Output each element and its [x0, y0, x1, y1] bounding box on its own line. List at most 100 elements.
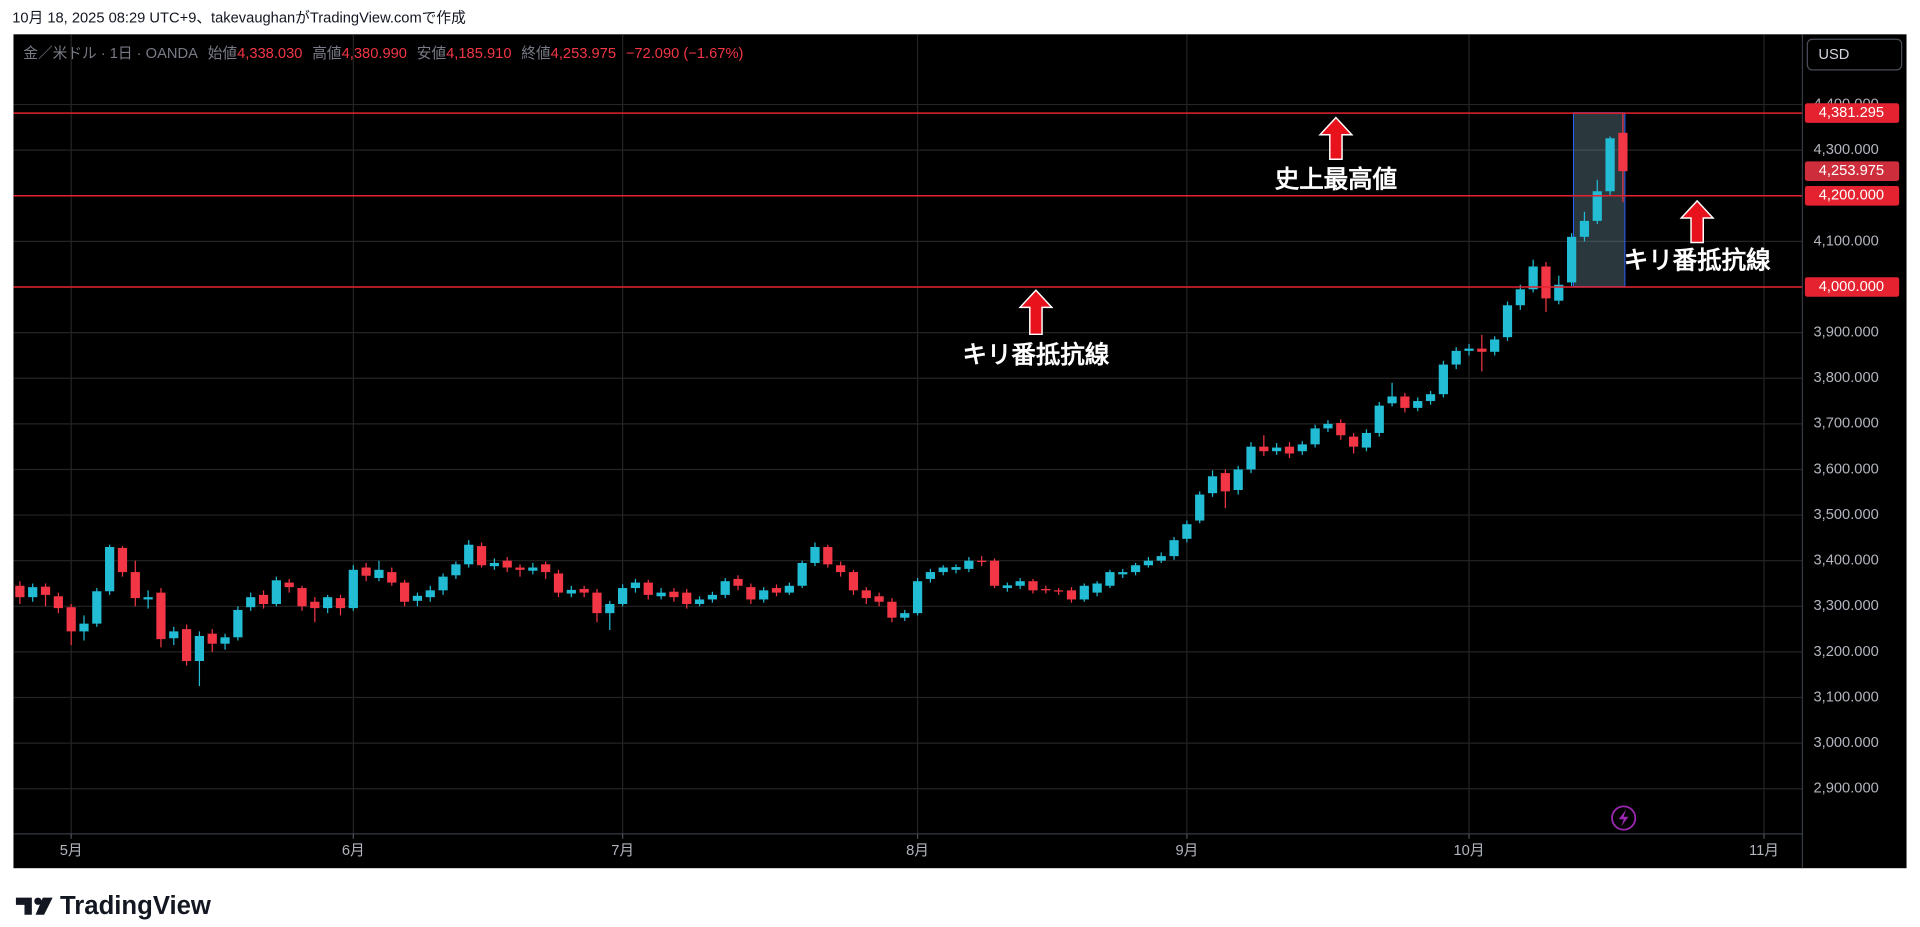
candle-body — [361, 567, 371, 576]
y-tick-label: 2,900.000 — [1813, 781, 1878, 797]
candle-body — [258, 594, 269, 605]
candle-body — [1413, 401, 1423, 408]
candle-body — [605, 604, 615, 614]
candle-body — [1015, 581, 1025, 586]
candle-body — [797, 562, 807, 586]
legend-label: 高値 — [312, 45, 342, 62]
overlay — [13, 112, 1803, 288]
candle-body — [15, 585, 25, 598]
candle-body — [938, 567, 948, 573]
candle-body — [502, 560, 512, 568]
icon-ring — [1611, 805, 1637, 831]
logo-mark — [15, 897, 32, 915]
candle-body — [823, 547, 833, 565]
last-price-box — [1804, 161, 1900, 181]
candle-body — [1451, 350, 1461, 365]
price-label: 4,000.000 — [1819, 279, 1884, 295]
candle-body — [912, 581, 923, 614]
y-tick-label: 3,700.000 — [1813, 416, 1878, 432]
candle-body — [1438, 364, 1448, 395]
candle-body — [220, 637, 230, 644]
candle-body — [1182, 524, 1192, 539]
candle-body — [1143, 560, 1154, 566]
candle-body — [515, 567, 525, 570]
candle-body — [1618, 132, 1628, 172]
candle-body — [1156, 556, 1166, 561]
candle-body — [28, 587, 38, 598]
candle-body — [489, 562, 499, 567]
currency-label: USD — [1818, 47, 1849, 63]
lightning-icon[interactable] — [1611, 805, 1637, 831]
candle-body — [1246, 446, 1256, 470]
candle-body — [771, 588, 782, 593]
candle-body — [1220, 473, 1230, 492]
candle-body — [105, 547, 115, 592]
y-tick-label: 3,900.000 — [1813, 324, 1878, 340]
candle-body — [900, 613, 910, 618]
candle-body — [1130, 565, 1141, 573]
y-tick-label: 4,100.000 — [1813, 233, 1878, 249]
candle-body — [1361, 432, 1372, 448]
candle-body — [720, 581, 730, 595]
axes: 2,900.000 3,000.000 3,100.000 3,200.000 3,30… — [60, 96, 1900, 859]
price-label: 4,381.295 — [1819, 105, 1884, 121]
candle-body — [1054, 590, 1064, 592]
candle-body — [451, 564, 461, 576]
legend-label: 終値 — [521, 45, 551, 62]
candle-body — [476, 546, 487, 566]
candles — [15, 113, 1628, 687]
legend-value: 4,253.975 — [551, 46, 616, 62]
x-tick-label: 8月 — [906, 843, 929, 859]
y-tick-label: 3,300.000 — [1813, 598, 1878, 614]
candle-body — [694, 599, 705, 605]
price-label-box — [1804, 103, 1900, 123]
candle-body — [861, 590, 871, 599]
arrow — [1318, 116, 1354, 160]
currency-button[interactable] — [1806, 38, 1903, 71]
x-tick-label: 5月 — [60, 843, 83, 859]
legend-change: −72.090 (−1.67%) — [626, 46, 744, 62]
candle-body — [53, 596, 63, 609]
candle-body — [810, 547, 820, 563]
candle-body — [271, 580, 281, 605]
candle-body — [1028, 581, 1038, 591]
x-tick-label: 10月 — [1454, 843, 1485, 859]
icon-bolt — [1618, 809, 1629, 827]
arrow — [1679, 199, 1715, 244]
candle-body — [1387, 396, 1397, 404]
legend-value: 4,185.910 — [446, 46, 511, 62]
annotation-ath: 史上最高値 — [1275, 116, 1397, 194]
candle-body — [1579, 220, 1590, 237]
candle-body — [1464, 348, 1474, 351]
candle-body — [181, 629, 192, 662]
candle-body — [1528, 266, 1538, 290]
candle-body — [1169, 540, 1179, 557]
candle-body — [1284, 446, 1295, 454]
candle-body — [156, 592, 166, 640]
candle-body — [1079, 585, 1089, 600]
candle-body — [1336, 422, 1346, 436]
candle-body — [1105, 572, 1115, 586]
annotation-text: 史上最高値 — [1275, 165, 1397, 194]
candle-body — [1541, 266, 1551, 299]
candle-body — [1002, 585, 1012, 589]
candle-body — [630, 582, 641, 589]
candle-body — [887, 601, 897, 618]
y-tick-label: 3,800.000 — [1813, 370, 1878, 386]
candle-body — [79, 623, 89, 632]
arrow — [1018, 289, 1054, 336]
candle-body — [1259, 446, 1269, 452]
candle-body — [1515, 289, 1525, 306]
candle-body — [1374, 405, 1384, 433]
candle-body — [1592, 191, 1602, 221]
header-text: 10月 18, 2025 08:29 UTC+9、takevaughanがTra… — [12, 9, 466, 26]
price-label-box — [1804, 185, 1900, 206]
candle-body — [207, 633, 217, 644]
candle-body — [130, 572, 140, 599]
candle-body — [579, 588, 589, 593]
candle-body — [1348, 436, 1359, 447]
candle-body — [425, 590, 435, 598]
candle-body — [246, 597, 256, 608]
